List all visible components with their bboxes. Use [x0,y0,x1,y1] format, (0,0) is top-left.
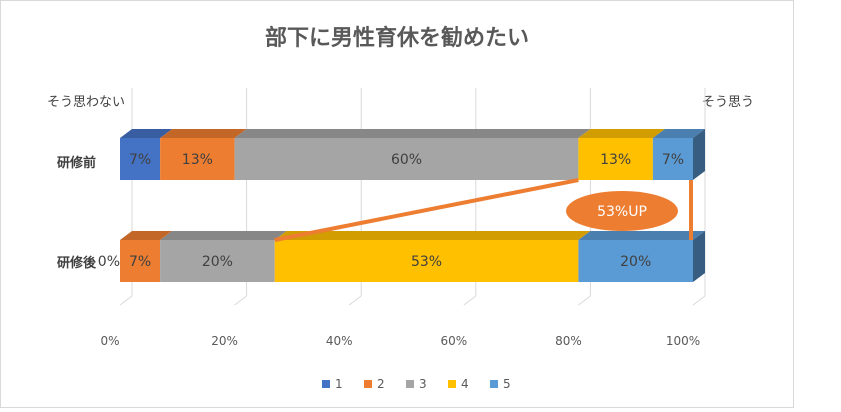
bar-segment [120,138,161,180]
legend-swatch [322,380,330,388]
data-label: 0% [98,254,120,270]
legend-swatch [490,380,498,388]
bar-top-face [160,129,247,138]
x-axis-ticks: 0% 20% 40% 60% 80% 100% [100,334,700,348]
bar-top-face [120,129,173,138]
data-label: 13% [600,152,631,168]
data-labels: 7% 13% 60% 13% 7% 0% 7% 20% 53% 20% [98,152,684,270]
data-label: 20% [202,254,233,270]
legend-label: 2 [377,377,385,391]
category-label: 研修後 [57,255,97,271]
data-label: 13% [182,152,213,168]
bar-top-face [578,129,665,138]
bar-segment [234,138,579,180]
left-scale-note: そう思わない [47,95,125,110]
bar-top-face [120,231,173,240]
x-tick-label: 0% [100,334,119,348]
chart-title: 部下に男性育休を勧めたい [265,25,529,51]
chart: 部下に男性育休を勧めたい そう思わない そう思う 0% 20% 40% 60% 80% 1… [47,25,754,391]
gridline-floor [348,295,362,306]
data-label: 20% [620,254,651,270]
category-label: 研修前 [57,155,96,171]
bar-segment [578,240,693,282]
data-label: 60% [391,152,422,168]
x-tick-label: 20% [211,334,238,348]
bar-segment [160,240,275,282]
right-scale-note: そう思う [702,95,754,110]
x-tick-label: 80% [555,334,582,348]
x-tick-label: 100% [666,334,700,348]
bar-side-face [693,129,705,180]
gridline-floor [463,295,477,306]
bar-top-face [274,231,591,240]
x-tick-label: 40% [326,334,353,348]
bar-top-face [160,231,287,240]
x-tick-label: 60% [440,334,467,348]
gridline-floor [578,295,591,306]
bar-top-face [578,231,705,240]
data-label: 7% [662,152,684,168]
bar-top-face [234,129,591,138]
bar-segment [160,138,235,180]
bar-segment [578,138,653,180]
bar-segment [274,240,579,282]
callout-text: 53%UP [597,204,647,220]
legend-label: 1 [335,377,343,391]
callout-oval [566,191,678,231]
bar-segment [652,138,693,180]
legend: 1 2 3 4 5 [322,377,511,391]
legend-label: 4 [461,377,469,391]
data-label: 7% [129,152,151,168]
bar-side-face [693,231,705,282]
gridline-floor [234,295,247,306]
data-label: 53% [411,254,442,270]
callout: 53%UP [274,178,693,242]
legend-label: 5 [503,377,511,391]
data-label: 7% [129,254,151,270]
bar-segment [120,240,161,282]
legend-label: 3 [419,377,427,391]
legend-swatch [364,380,372,388]
legend-swatch [448,380,456,388]
gridline-floor [692,295,706,306]
legend-swatch [406,380,414,388]
bars [120,129,705,282]
callout-connector-left [274,178,579,242]
gridline-floor [119,295,133,306]
bar-top-face [652,129,705,138]
